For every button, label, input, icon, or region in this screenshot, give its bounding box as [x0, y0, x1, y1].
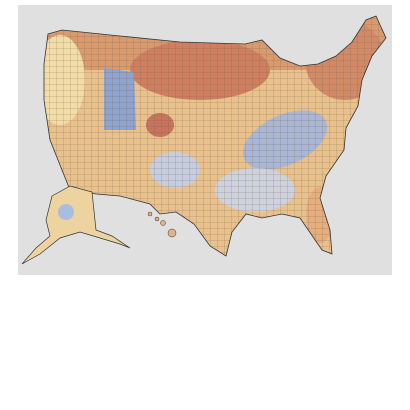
alaska: [21, 185, 131, 265]
hawaii: [147, 211, 177, 238]
us-outline: [43, 15, 387, 257]
